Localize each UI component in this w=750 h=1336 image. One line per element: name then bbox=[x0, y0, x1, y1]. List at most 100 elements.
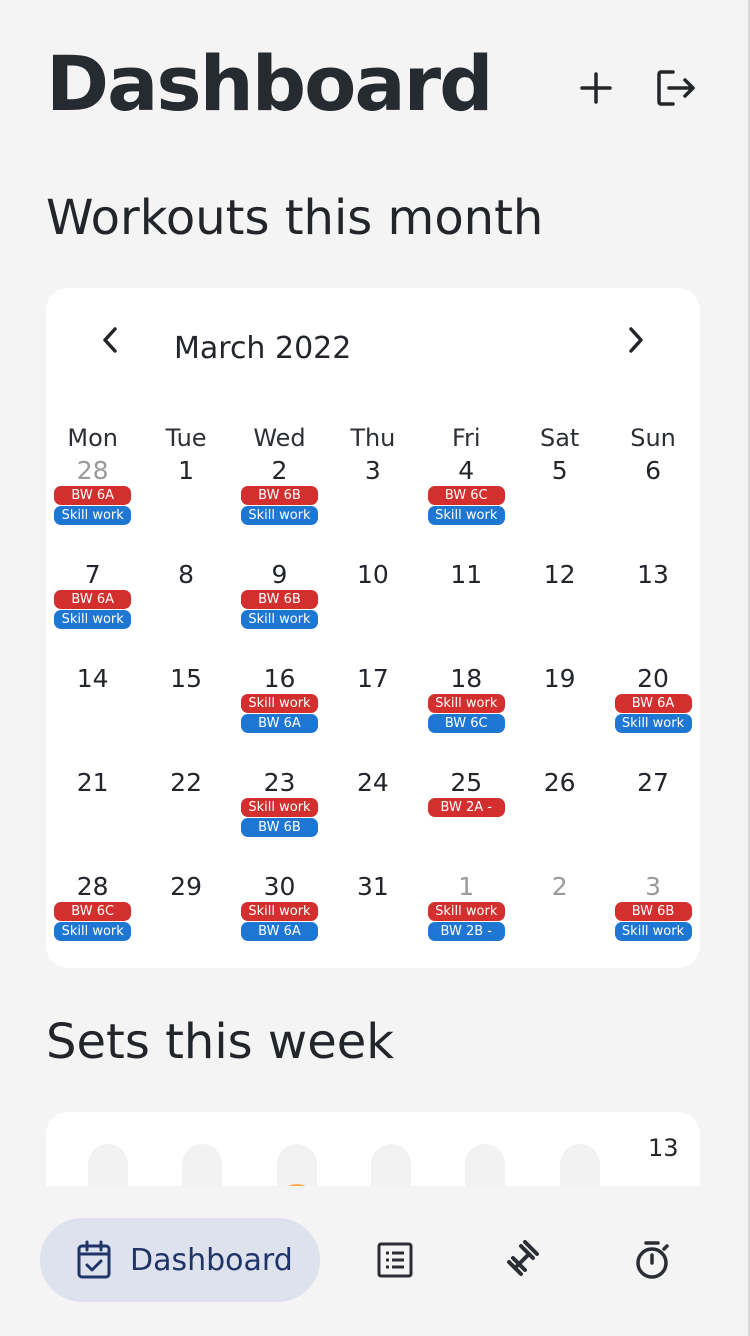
calendar-day[interactable]: 3 BW 6B Skill work bbox=[606, 872, 699, 976]
day-number: 13 bbox=[637, 560, 669, 589]
timer-icon[interactable] bbox=[628, 1236, 676, 1284]
workout-tag[interactable]: BW 6C bbox=[427, 486, 505, 505]
workout-tag[interactable]: Skill work bbox=[427, 694, 505, 713]
workout-tag[interactable]: Skill work bbox=[427, 506, 505, 525]
day-number: 24 bbox=[356, 768, 389, 797]
day-number: 17 bbox=[356, 664, 389, 693]
workout-tag[interactable]: BW 2B - bbox=[427, 922, 505, 941]
calendar-day[interactable]: 1 bbox=[139, 456, 232, 560]
workout-tag[interactable]: BW 6A bbox=[240, 714, 318, 733]
calendar-day[interactable]: 5 bbox=[513, 456, 606, 560]
sets-max-label: 13 bbox=[648, 1134, 679, 1162]
calendar-card: March 2022 Mon Tue Wed Thu Fri Sat Sun 2… bbox=[46, 288, 700, 968]
calendar-day[interactable]: 21 bbox=[46, 768, 139, 872]
weekday-label: Wed bbox=[253, 424, 306, 452]
workout-tag[interactable]: Skill work bbox=[240, 610, 318, 629]
calendar-day[interactable]: 27 bbox=[606, 768, 699, 872]
workout-tag[interactable]: BW 6A bbox=[614, 694, 692, 713]
day-number: 11 bbox=[450, 560, 483, 589]
day-number: 29 bbox=[170, 872, 202, 901]
chevron-left-icon[interactable] bbox=[88, 318, 132, 362]
workout-tag[interactable]: BW 6A bbox=[240, 922, 318, 941]
workout-tag[interactable]: BW 6B bbox=[240, 590, 318, 609]
workout-tag[interactable]: BW 6C bbox=[54, 902, 132, 921]
day-number: 1 bbox=[458, 872, 475, 901]
calendar-day[interactable]: 20 BW 6A Skill work bbox=[606, 664, 699, 768]
workout-tag[interactable]: Skill work bbox=[54, 506, 132, 525]
dumbbell-icon[interactable] bbox=[499, 1236, 547, 1284]
calendar-day[interactable]: 24 bbox=[326, 768, 419, 872]
sets-section-title: Sets this week bbox=[46, 1014, 395, 1070]
calendar-day[interactable]: 28 BW 6A Skill work bbox=[46, 456, 139, 560]
list-icon[interactable] bbox=[371, 1236, 419, 1284]
calendar-day[interactable]: 14 bbox=[46, 664, 139, 768]
calendar-day[interactable]: 16 Skill work BW 6A bbox=[233, 664, 326, 768]
calendar-day[interactable]: 17 bbox=[326, 664, 419, 768]
weekday-label: Sat bbox=[539, 424, 580, 452]
calendar-day[interactable]: 13 bbox=[606, 560, 699, 664]
calendar-day[interactable]: 29 bbox=[139, 872, 232, 976]
workout-tag[interactable]: BW 6A bbox=[54, 486, 132, 505]
calendar-day[interactable]: 15 bbox=[139, 664, 232, 768]
calendar-day[interactable]: 18 Skill work BW 6C bbox=[420, 664, 513, 768]
workouts-section-title: Workouts this month bbox=[46, 190, 544, 246]
weekday-header: Mon Tue Wed Thu Fri Sat Sun bbox=[46, 424, 700, 452]
calendar-day[interactable]: 7 BW 6A Skill work bbox=[46, 560, 139, 664]
day-number: 26 bbox=[543, 768, 576, 797]
calendar-week-row: 28 BW 6A Skill work 1 2 BW 6B Skill work 3 4 BW 6… bbox=[46, 456, 700, 560]
workout-tag[interactable]: Skill work bbox=[240, 798, 318, 817]
plus-icon[interactable] bbox=[574, 66, 618, 110]
day-number: 1 bbox=[178, 456, 195, 485]
calendar-day[interactable]: 6 bbox=[606, 456, 699, 560]
calendar-day[interactable]: 22 bbox=[139, 768, 232, 872]
month-label: March 2022 bbox=[174, 331, 352, 366]
workout-tag[interactable]: Skill work bbox=[240, 902, 318, 921]
calendar-day[interactable]: 8 bbox=[139, 560, 232, 664]
calendar-day[interactable]: 26 bbox=[513, 768, 606, 872]
workout-tag[interactable]: Skill work bbox=[614, 922, 692, 941]
calendar-day[interactable]: 2 BW 6B Skill work bbox=[233, 456, 326, 560]
weekday-label: Tue bbox=[165, 424, 207, 452]
workout-tag[interactable]: Skill work bbox=[240, 506, 318, 525]
chevron-right-icon[interactable] bbox=[614, 318, 658, 362]
day-number: 18 bbox=[450, 664, 483, 693]
calendar-day[interactable]: 9 BW 6B Skill work bbox=[233, 560, 326, 664]
workout-tag[interactable]: BW 6C bbox=[427, 714, 505, 733]
calendar-grid: 28 BW 6A Skill work 1 2 BW 6B Skill work 3 4 BW 6… bbox=[46, 456, 700, 976]
calendar-day[interactable]: 10 bbox=[326, 560, 419, 664]
day-number: 31 bbox=[356, 872, 389, 901]
workout-tag[interactable]: Skill work bbox=[54, 610, 132, 629]
workout-tag[interactable]: Skill work bbox=[614, 714, 692, 733]
day-number: 5 bbox=[551, 456, 568, 485]
workout-tag[interactable]: Skill work bbox=[240, 694, 318, 713]
day-number: 10 bbox=[356, 560, 389, 589]
logout-icon[interactable] bbox=[654, 66, 698, 110]
calendar-day[interactable]: 3 bbox=[326, 456, 419, 560]
calendar-day[interactable]: 1 Skill work BW 2B - bbox=[420, 872, 513, 976]
nav-dashboard[interactable]: Dashboard bbox=[40, 1218, 320, 1302]
calendar-day[interactable]: 31 bbox=[326, 872, 419, 976]
calendar-day[interactable]: 2 bbox=[513, 872, 606, 976]
workout-tag[interactable]: BW 6B bbox=[240, 818, 318, 837]
day-number: 6 bbox=[645, 456, 661, 485]
calendar-day[interactable]: 4 BW 6C Skill work bbox=[420, 456, 513, 560]
calendar-day[interactable]: 19 bbox=[513, 664, 606, 768]
calendar-day[interactable]: 25 BW 2A - bbox=[420, 768, 513, 872]
weekday-label: Thu bbox=[350, 424, 396, 452]
day-number: 7 bbox=[84, 560, 101, 589]
calendar-week-row: 14 15 16 Skill work BW 6A 17 18 Skill work BW 6C… bbox=[46, 664, 700, 768]
calendar-day[interactable]: 11 bbox=[420, 560, 513, 664]
workout-tag[interactable]: BW 6B bbox=[240, 486, 318, 505]
day-number: 4 bbox=[458, 456, 475, 485]
calendar-day[interactable]: 12 bbox=[513, 560, 606, 664]
calendar-day[interactable]: 23 Skill work BW 6B bbox=[233, 768, 326, 872]
workout-tag[interactable]: BW 6A bbox=[54, 590, 132, 609]
workout-tag[interactable]: BW 6B bbox=[614, 902, 692, 921]
workout-tag[interactable]: Skill work bbox=[54, 922, 132, 941]
calendar-day[interactable]: 28 BW 6C Skill work bbox=[46, 872, 139, 976]
window-edge bbox=[748, 0, 750, 1336]
day-number: 2 bbox=[551, 872, 568, 901]
workout-tag[interactable]: BW 2A - bbox=[427, 798, 505, 817]
workout-tag[interactable]: Skill work bbox=[427, 902, 505, 921]
calendar-day[interactable]: 30 Skill work BW 6A bbox=[233, 872, 326, 976]
